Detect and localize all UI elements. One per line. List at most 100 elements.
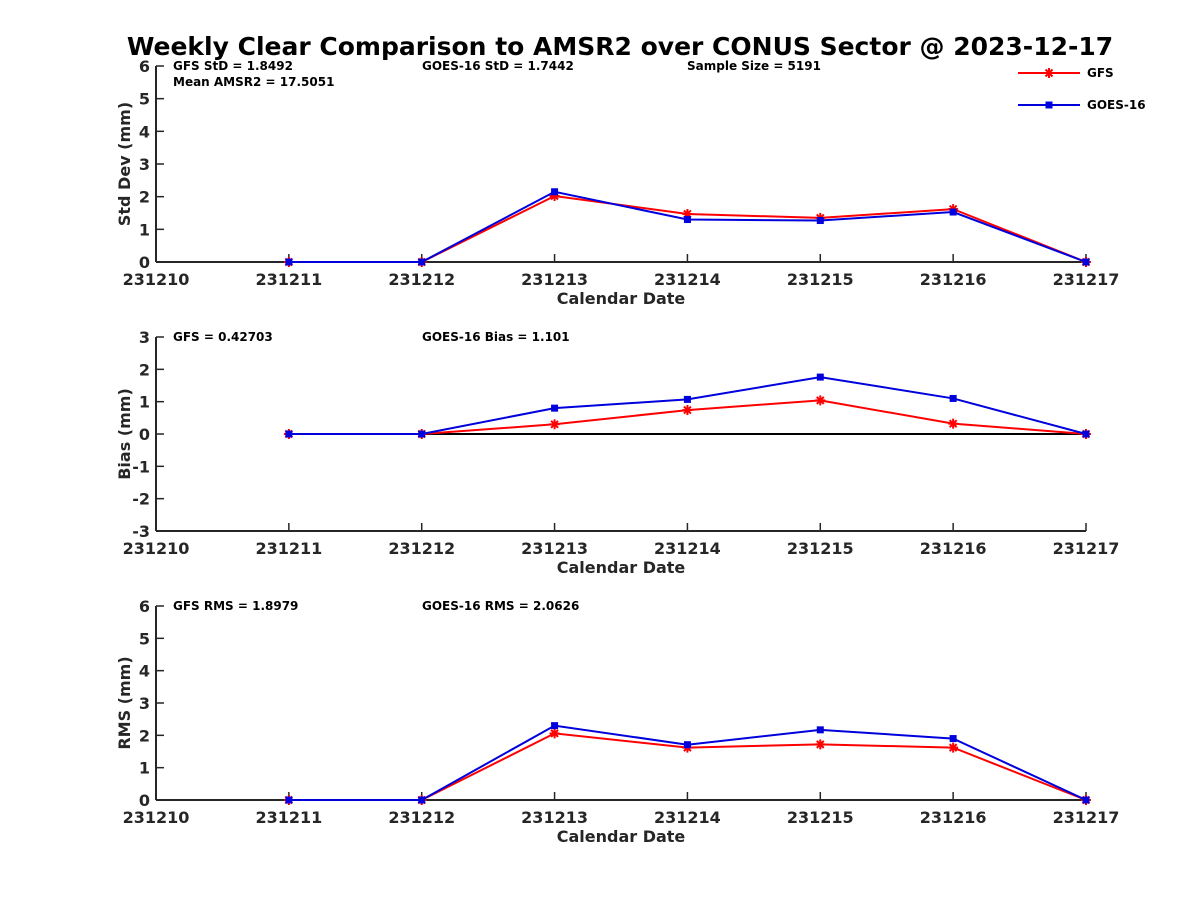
marker-asterisk: [682, 405, 693, 416]
y-tick-label: 6: [139, 57, 150, 76]
x-tick-label: 231215: [787, 539, 854, 558]
series-line: [288, 724, 1087, 801]
x-tick-label: 231212: [388, 539, 455, 558]
y-tick-label: 2: [139, 188, 150, 207]
x-tick-label: 231212: [388, 808, 455, 827]
y-axis-label: Bias (mm): [115, 388, 134, 480]
x-tick-label: 231217: [1053, 808, 1120, 827]
panel-rms: 0 1 2 3 4 5 6 231210 231211 231212 231213 231214 231…: [115, 597, 1119, 846]
y-tick-label: 2: [139, 360, 150, 379]
legend: GFS GOES-16: [1018, 66, 1146, 112]
y-tick-label: 2: [139, 726, 150, 745]
x-axis-label: Calendar Date: [557, 289, 686, 308]
x-tick-label: 231215: [787, 270, 854, 289]
y-axis-label: Std Dev (mm): [115, 102, 134, 226]
marker-asterisk: [549, 728, 560, 739]
y-tick-label: -1: [132, 457, 150, 476]
annotation-goes16: GOES-16 Bias = 1.101: [422, 330, 570, 344]
x-tick-label: 231214: [654, 270, 721, 289]
y-tick-label: 5: [139, 629, 150, 648]
annotation-gfs: GFS = 0.42703: [173, 330, 273, 344]
marker-asterisk: [815, 395, 826, 406]
marker-square: [683, 741, 691, 749]
marker-square: [418, 796, 426, 804]
x-tick-label: 231210: [123, 808, 190, 827]
y-tick-label: 3: [139, 155, 150, 174]
panel-std-dev: 0 1 2 3 4 5 6 231210 231211 231212 231213 231214 231…: [115, 57, 1119, 308]
marker-square: [949, 735, 957, 743]
marker-square: [816, 373, 824, 381]
x-axis-label: Calendar Date: [557, 558, 686, 577]
annotation-mean-amsr2: Mean AMSR2 = 17.5051: [173, 75, 334, 89]
marker-square: [949, 394, 957, 402]
marker-asterisk: [1044, 68, 1054, 78]
series-goes16: [285, 188, 1090, 266]
x-tick-label: 231216: [920, 808, 987, 827]
marker-square: [551, 722, 559, 730]
y-tick-label: 0: [139, 425, 150, 444]
y-tick-label: -2: [132, 490, 150, 509]
marker-stroke: [683, 405, 692, 415]
legend-item-goes16: GOES-16: [1018, 98, 1146, 112]
annotation-gfs: GFS StD = 1.8492: [173, 59, 293, 73]
marker-square: [1082, 258, 1090, 266]
y-tick-label: 6: [139, 597, 150, 616]
marker-stroke: [816, 396, 825, 405]
legend-item-gfs: GFS: [1018, 66, 1114, 80]
marker-square: [551, 188, 559, 196]
chart-title: Weekly Clear Comparison to AMSR2 over CO…: [127, 32, 1113, 61]
y-tick-label: -3: [132, 522, 150, 541]
legend-label: GOES-16: [1087, 98, 1146, 112]
y-tick-label: 3: [139, 694, 150, 713]
x-tick-label: 231214: [654, 808, 721, 827]
marker-square: [949, 208, 957, 216]
series-goes16: [285, 722, 1090, 804]
x-tick-label: 231213: [521, 539, 588, 558]
y-tick-label: 3: [139, 328, 150, 347]
y-tick-label: 5: [139, 90, 150, 109]
marker-square: [816, 726, 824, 734]
y-tick-label: 4: [139, 662, 150, 681]
x-tick-label: 231211: [255, 539, 322, 558]
x-tick-label: 231213: [521, 808, 588, 827]
annotation-goes16: GOES-16 RMS = 2.0626: [422, 599, 579, 613]
x-axis-label: Calendar Date: [557, 827, 686, 846]
y-tick-label: 1: [139, 393, 150, 412]
marker-stroke: [816, 740, 825, 749]
x-tick-label: 231213: [521, 270, 588, 289]
marker-square: [285, 258, 293, 266]
marker-stroke: [550, 729, 559, 738]
y-tick-label: 1: [139, 759, 150, 778]
annotation-gfs: GFS RMS = 1.8979: [173, 599, 298, 613]
marker-asterisk: [549, 419, 560, 430]
x-tick-label: 231217: [1053, 539, 1120, 558]
marker-square: [551, 404, 559, 412]
x-tick-label: 231210: [123, 270, 190, 289]
legend-label: GFS: [1087, 66, 1114, 80]
marker-square: [1045, 101, 1053, 109]
marker-stroke: [550, 420, 559, 429]
x-tick-label: 231211: [255, 270, 322, 289]
x-tick-label: 231217: [1053, 270, 1120, 289]
y-tick-label: 1: [139, 220, 150, 239]
marker-stroke: [948, 419, 958, 428]
marker-stroke: [1044, 68, 1054, 78]
marker-square: [418, 430, 426, 438]
marker-square: [683, 216, 691, 224]
marker-asterisk: [815, 739, 826, 750]
x-tick-label: 231216: [920, 539, 987, 558]
annotation-goes16: GOES-16 StD = 1.7442: [422, 59, 574, 73]
marker-asterisk: [948, 742, 959, 753]
x-tick-label: 231214: [654, 539, 721, 558]
marker-stroke: [948, 743, 958, 752]
panel-bias: -3 -2 -1 0 1 2 3 231210 231211 231212 231213 231214…: [115, 328, 1119, 577]
y-axis-label: RMS (mm): [115, 656, 134, 749]
y-tick-label: 0: [139, 253, 150, 272]
series-line: [288, 190, 1087, 263]
marker-square: [816, 217, 824, 225]
marker-square: [1082, 796, 1090, 804]
y-tick-label: 0: [139, 791, 150, 810]
marker-square: [285, 430, 293, 438]
marker-square: [418, 258, 426, 266]
